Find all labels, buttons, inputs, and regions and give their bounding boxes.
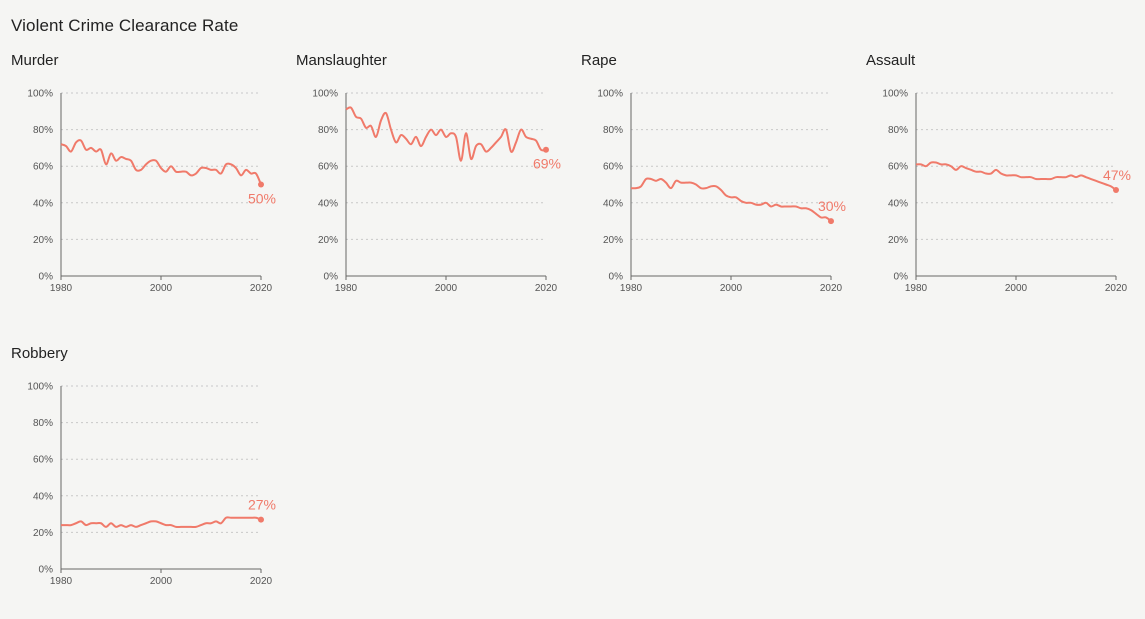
end-value-label: 47% <box>1103 167 1131 183</box>
chart-svg: 0% 20% 40% 60% 80% 100% 1980 2000 2020 47% <box>882 89 1131 295</box>
x-tick-label: 2020 <box>250 283 273 294</box>
x-tick-label: 2020 <box>820 283 843 294</box>
x-tick-label: 1980 <box>50 283 73 294</box>
y-tick-label: 40% <box>603 198 623 209</box>
x-tick-label: 2000 <box>150 283 173 294</box>
y-tick-label: 20% <box>603 235 623 246</box>
chart-svg: 0% 20% 40% 60% 80% 100% 1980 2000 2020 50% <box>27 89 276 295</box>
y-tick-label: 60% <box>318 162 338 173</box>
chart-panel-assault: Assault 0% 20% 40% 60% 80% 100% 1980 2000 2020 47% <box>866 52 1145 312</box>
chart-svg: 0% 20% 40% 60% 80% 100% 1980 2000 2020 69% <box>312 89 561 295</box>
y-tick-label: 80% <box>318 125 338 136</box>
end-point <box>543 146 549 153</box>
y-tick-label: 80% <box>33 125 53 136</box>
chart-title: Rape <box>581 52 617 69</box>
series-line <box>345 106 547 162</box>
end-value-label: 30% <box>818 198 846 214</box>
y-tick-label: 20% <box>318 235 338 246</box>
x-tick-label: 1980 <box>335 283 358 294</box>
y-tick-label: 60% <box>888 162 908 173</box>
y-tick-label: 20% <box>33 235 53 246</box>
x-tick-label: 2000 <box>435 283 458 294</box>
chart-title: Murder <box>11 52 59 69</box>
end-value-label: 27% <box>248 497 276 513</box>
end-value-label: 69% <box>533 156 561 172</box>
chart-panel-robbery: Robbery 0% 20% 40% 60% 80% 100% 1980 2000 2020 27% <box>11 345 296 605</box>
y-tick-label: 100% <box>27 382 53 393</box>
y-tick-label: 100% <box>597 89 623 100</box>
end-point <box>828 218 834 225</box>
chart-svg: 0% 20% 40% 60% 80% 100% 1980 2000 2020 30% <box>597 89 846 295</box>
x-tick-label: 2020 <box>250 576 273 587</box>
end-point <box>1113 186 1119 193</box>
y-tick-label: 80% <box>603 125 623 136</box>
y-tick-label: 40% <box>888 198 908 209</box>
chart-panel-rape: Rape 0% 20% 40% 60% 80% 100% 1980 2000 2020 30% <box>581 52 866 312</box>
y-tick-label: 60% <box>33 455 53 466</box>
x-tick-label: 2000 <box>150 576 173 587</box>
chart-svg: 0% 20% 40% 60% 80% 100% 1980 2000 2020 27% <box>27 382 276 588</box>
chart-title: Manslaughter <box>296 52 387 69</box>
x-tick-label: 1980 <box>620 283 643 294</box>
end-point <box>258 516 264 523</box>
end-value-label: 50% <box>248 191 276 207</box>
series-line <box>915 161 1117 191</box>
y-tick-label: 80% <box>888 125 908 136</box>
series-line <box>630 177 832 222</box>
y-tick-label: 0% <box>39 565 54 576</box>
chart-title: Assault <box>866 52 916 69</box>
y-tick-label: 0% <box>39 272 54 283</box>
y-tick-label: 20% <box>33 528 53 539</box>
y-tick-label: 60% <box>603 162 623 173</box>
chart-panel-murder: Murder 0% 20% 40% 60% 80% 100% 1980 2000 2020 50% <box>11 52 296 312</box>
x-tick-label: 2020 <box>535 283 558 294</box>
y-tick-label: 100% <box>882 89 908 100</box>
y-tick-label: 0% <box>894 272 909 283</box>
y-tick-label: 40% <box>33 198 53 209</box>
y-tick-label: 40% <box>33 491 53 502</box>
y-tick-label: 80% <box>33 418 53 429</box>
page-title: Violent Crime Clearance Rate <box>11 16 239 35</box>
y-tick-label: 20% <box>888 235 908 246</box>
y-tick-label: 60% <box>33 162 53 173</box>
y-tick-label: 100% <box>312 89 338 100</box>
x-tick-label: 2020 <box>1105 283 1128 294</box>
x-tick-label: 2000 <box>720 283 743 294</box>
chart-title: Robbery <box>11 345 68 362</box>
chart-panel-manslaughter: Manslaughter 0% 20% 40% 60% 80% 100% 1980 2000 20… <box>296 52 581 312</box>
y-tick-label: 0% <box>609 272 624 283</box>
x-tick-label: 1980 <box>905 283 928 294</box>
y-tick-label: 100% <box>27 89 53 100</box>
y-tick-label: 0% <box>324 272 339 283</box>
series-line <box>61 516 262 529</box>
end-point <box>258 181 264 188</box>
x-tick-label: 1980 <box>50 576 73 587</box>
series-line <box>60 139 262 185</box>
x-tick-label: 2000 <box>1005 283 1028 294</box>
y-tick-label: 40% <box>318 198 338 209</box>
